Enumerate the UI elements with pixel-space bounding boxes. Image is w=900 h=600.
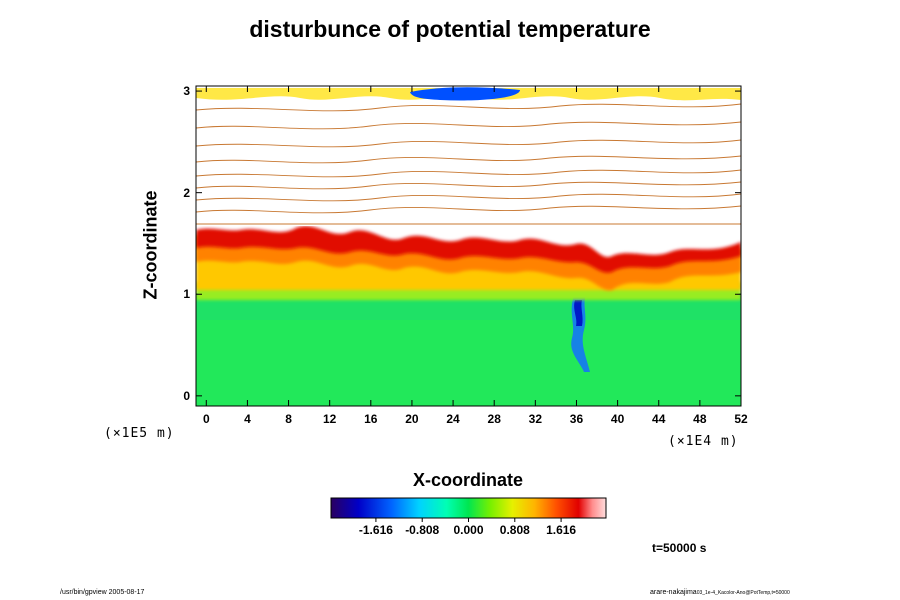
footer-right: arare-nakajima03_1e-4_Kacolor-Ano@PotTem… bbox=[650, 589, 790, 596]
heatmap-red-band bbox=[196, 226, 741, 273]
colorbar bbox=[330, 497, 607, 519]
x-tick-label: 52 bbox=[734, 412, 748, 426]
y-tick-marks bbox=[196, 90, 741, 397]
colorbar-tick-label: 1.616 bbox=[546, 523, 577, 537]
x-tick-label: 20 bbox=[405, 412, 419, 426]
x-tick-label: 40 bbox=[610, 412, 625, 426]
chart-title: disturbunce of potential temperature bbox=[249, 16, 651, 42]
y-tick-label: 2 bbox=[183, 185, 190, 200]
footer-right-main: arare-nakajima bbox=[650, 589, 697, 596]
colorbar-tick-label: 0.808 bbox=[499, 523, 530, 537]
x-tick-label: 24 bbox=[446, 412, 460, 426]
x-tick-marks bbox=[205, 86, 742, 406]
heatmap-top-blue-cell bbox=[410, 87, 520, 101]
y-tick-label: 3 bbox=[183, 84, 190, 99]
x-tick-label: 4 bbox=[244, 412, 251, 426]
time-annotation: t=50000 s bbox=[652, 541, 707, 555]
x-tick-label: 44 bbox=[652, 412, 666, 426]
colorbar-tick-label: 0.000 bbox=[453, 523, 484, 537]
x-tick-label: 48 bbox=[693, 412, 707, 426]
x-axis-unit: (×1E4 m) bbox=[668, 434, 739, 449]
y-axis-unit: (×1E5 m) bbox=[104, 426, 175, 441]
y-tick-label: 1 bbox=[183, 287, 190, 302]
x-tick-label: 36 bbox=[569, 412, 584, 426]
y-tick-label: 0 bbox=[183, 388, 190, 403]
x-tick-label: 8 bbox=[285, 412, 292, 426]
x-axis-label: X-coordinate bbox=[412, 470, 524, 490]
colorbar-tick-marks bbox=[375, 518, 562, 522]
x-tick-label: 12 bbox=[322, 412, 337, 426]
heatmap-white-gap bbox=[196, 196, 741, 226]
x-tick-label: 16 bbox=[364, 412, 378, 426]
x-tick-label: 0 bbox=[202, 412, 210, 426]
colorbar-tick-label: -1.616 bbox=[358, 523, 393, 537]
heatmap-blue-core bbox=[574, 300, 583, 326]
x-tick-label: 28 bbox=[487, 412, 501, 426]
y-axis-label: Z-coordinate bbox=[140, 190, 161, 300]
heatmap-upper-contours bbox=[196, 103, 741, 225]
heatmap-lower-shade bbox=[196, 300, 741, 320]
colorbar-tick-label: -0.808 bbox=[405, 523, 440, 537]
footer-left: /usr/bin/gpview 2005-08-17 bbox=[60, 589, 145, 596]
footer-right-small: 03_1e-4_Kacolor-Ano@PotTemp,t=50000 bbox=[696, 590, 790, 596]
plot-frame bbox=[195, 85, 742, 407]
heatmap-field bbox=[196, 87, 741, 406]
x-tick-label: 32 bbox=[528, 412, 543, 426]
